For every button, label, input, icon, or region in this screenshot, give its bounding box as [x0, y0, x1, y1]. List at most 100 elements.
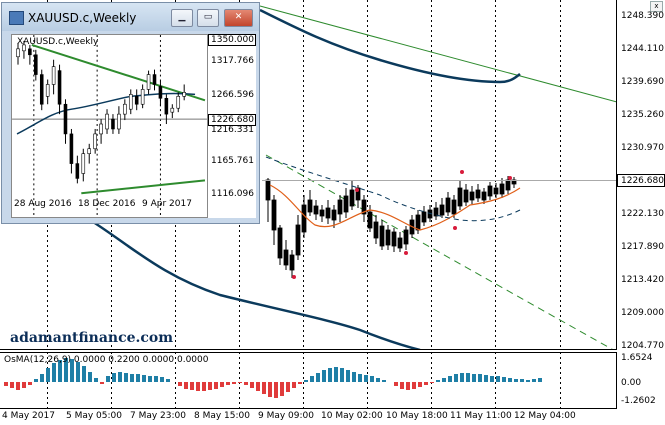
time-axis-label: 11 May 11:00: [450, 411, 512, 421]
candle-body: [445, 197, 451, 213]
osma-indicator-panel[interactable]: [0, 352, 617, 409]
weekly-chart-window[interactable]: XAUUSD.c,Weekly ▁ ▭ ✕ 1350.000 1317.766 …: [1, 2, 260, 224]
osma-bar: [250, 382, 254, 388]
osma-bar: [346, 370, 350, 382]
osma-bar: [460, 373, 464, 382]
time-axis-label: 10 May 18:00: [386, 411, 448, 421]
candle-body: [433, 207, 439, 217]
osma-bar: [166, 379, 170, 382]
candle-body: [289, 254, 295, 271]
osma-bar: [124, 373, 128, 382]
price-tick-label: 1248.390: [621, 11, 664, 21]
time-axis-label: 4 May 2017: [2, 411, 55, 421]
osma-bar: [328, 368, 332, 382]
restore-button[interactable]: ▭: [197, 9, 219, 27]
osma-bar: [106, 376, 110, 382]
candle-body: [176, 96, 181, 109]
candle-body: [93, 133, 97, 150]
osma-bar: [238, 382, 242, 383]
fractal-marker: [508, 176, 512, 180]
osma-bar: [244, 382, 248, 385]
date-axis-label: 28 Aug 2016: [14, 199, 72, 209]
osma-bar: [430, 382, 434, 383]
price-tick-label: 1317.766: [211, 56, 254, 66]
price-tick-label: 1235.260: [621, 110, 664, 120]
candle-body: [337, 199, 343, 215]
candle-body: [331, 209, 337, 221]
osma-bar: [70, 359, 74, 382]
osma-bar: [22, 382, 26, 388]
osma-bar: [40, 374, 44, 382]
osma-bar: [208, 382, 212, 390]
candle-body: [505, 179, 511, 191]
osma-bar: [406, 382, 410, 390]
price-tick-label: 1213.420: [621, 275, 664, 285]
osma-level-label: -1.2602: [621, 396, 656, 406]
osma-bar: [454, 374, 458, 382]
time-axis-label: 12 May 04:00: [514, 411, 576, 421]
osma-bar: [490, 376, 494, 382]
osma-histogram: [4, 358, 542, 398]
osma-bar: [292, 382, 296, 388]
osma-bar: [508, 378, 512, 382]
price-tick-label: 1216.331: [211, 125, 254, 135]
price-tick-label: 1222.130: [621, 209, 664, 219]
price-tick-label: 1204.770: [621, 341, 664, 351]
window-titlebar[interactable]: XAUUSD.c,Weekly ▁ ▭ ✕: [2, 3, 259, 31]
price-tick-label: 1266.596: [211, 90, 254, 100]
price-tick-label: 1116.096: [211, 189, 254, 199]
date-axis-label: 18 Dec 2016: [78, 199, 136, 209]
osma-bar: [472, 374, 476, 382]
weekly-candles: [16, 40, 186, 184]
candle-body: [391, 231, 397, 247]
trend-line: [81, 179, 206, 195]
candle-body: [265, 179, 271, 201]
chart-window-icon: [9, 11, 24, 25]
osma-bar: [370, 376, 374, 382]
candle-body: [463, 189, 469, 203]
candle-body: [457, 187, 463, 207]
minimize-button[interactable]: ▁: [171, 9, 193, 27]
price-tick-label: 1244.110: [621, 44, 664, 54]
osma-bar: [220, 382, 224, 387]
candle-body: [493, 187, 499, 195]
candle-body: [343, 195, 349, 213]
osma-bar: [514, 379, 518, 382]
candle-body: [16, 48, 20, 58]
trend-line: [31, 43, 206, 102]
candle-body: [325, 207, 331, 219]
candle-body: [415, 214, 421, 231]
chart-close-button[interactable]: x: [650, 1, 663, 12]
candle-body: [75, 163, 80, 179]
candle-body: [349, 189, 355, 207]
candle-body: [28, 48, 32, 56]
price-tick-label: 1165.761: [211, 156, 254, 166]
osma-bar: [118, 372, 122, 382]
trend-lines: [259, 5, 617, 350]
signal-line: [265, 156, 521, 222]
osma-bar: [466, 373, 470, 382]
weekly-price-axis: 1350.000 1317.766 1266.596 1226.680 1216…: [208, 34, 256, 218]
price-top-box: 1350.000: [208, 34, 256, 46]
osma-bar: [82, 366, 86, 382]
time-axis-label: 8 May 15:00: [194, 411, 250, 421]
osma-bar: [142, 375, 146, 382]
candle-body: [475, 189, 481, 199]
close-button[interactable]: ✕: [224, 9, 253, 27]
osma-bar: [496, 376, 500, 382]
moving-average-line: [16, 92, 196, 135]
candle-body: [69, 133, 74, 164]
candle-body: [146, 74, 151, 90]
time-axis-label: 7 May 23:00: [130, 411, 186, 421]
candle-body: [117, 113, 121, 130]
short-ma-line: [269, 184, 521, 231]
fractal-marker: [355, 188, 359, 192]
osma-bar: [76, 362, 80, 382]
osma-bar: [268, 382, 272, 397]
osma-bar: [520, 379, 524, 382]
osma-bar: [28, 382, 32, 385]
weekly-price-chart[interactable]: [11, 34, 208, 218]
osma-level-label: 1.6524: [621, 353, 653, 363]
osma-bar: [196, 382, 200, 391]
candle-body: [158, 86, 163, 99]
